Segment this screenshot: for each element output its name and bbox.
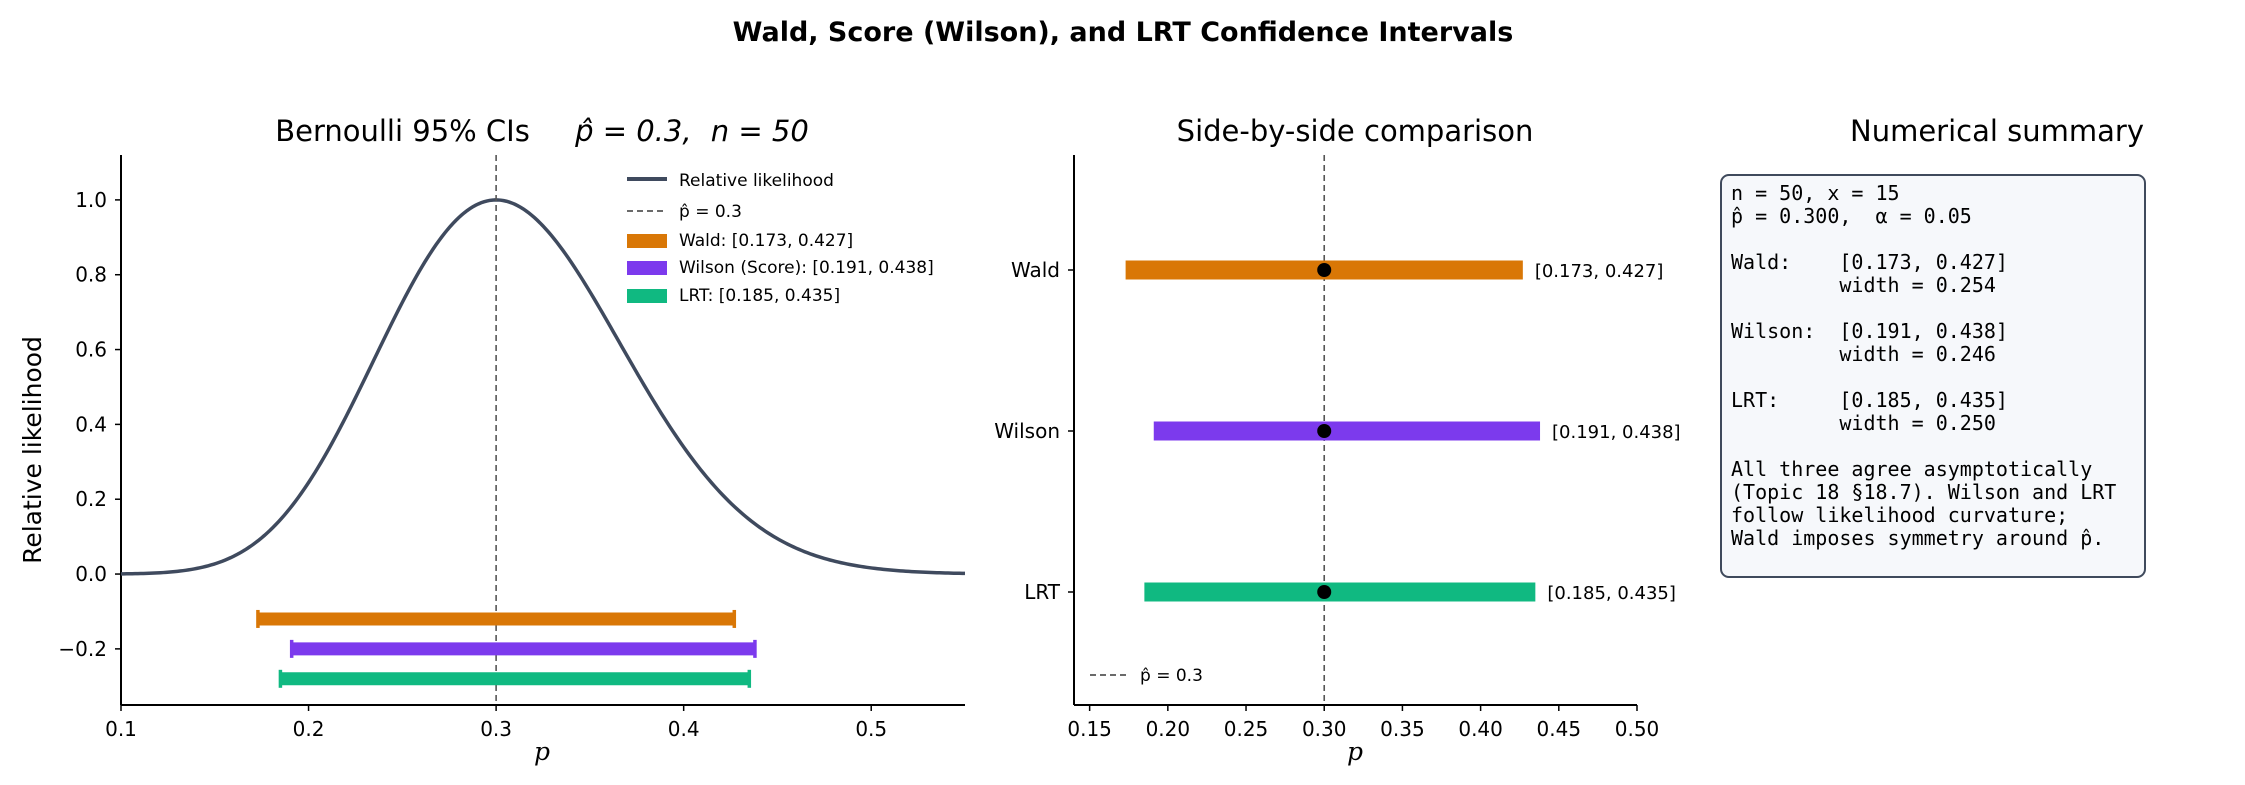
legend-lrt-swatch bbox=[627, 289, 667, 303]
left-y-tick-label: 0.4 bbox=[75, 412, 107, 436]
middle-plot-area: 0.15 0.20 0.25 0.30 0.35 0.40 0.45 0.50 Wald [0.1… bbox=[994, 155, 1681, 741]
summary-line: follow likelihood curvature; bbox=[1731, 503, 2069, 527]
summary-line bbox=[1731, 366, 2135, 389]
legend-lrt-label: LRT: [0.185, 0.435] bbox=[679, 286, 840, 306]
figure-suptitle: Wald, Score (Wilson), and LRT Confidence… bbox=[733, 17, 1514, 48]
middle-category-label: LRT bbox=[1024, 580, 1061, 604]
summary-line: n = 50, x = 15 bbox=[1731, 181, 1900, 205]
left-panel-title: Bernoulli 95% CIs p̂ = 0.3, n = 50 bbox=[275, 114, 809, 148]
left-y-tick-label: −0.2 bbox=[58, 637, 107, 661]
summary-line: width = 0.250 bbox=[1731, 411, 1996, 435]
middle-legend: p̂ = 0.3 bbox=[1090, 666, 1203, 686]
middle-panel-title: Side-by-side comparison bbox=[1177, 114, 1534, 148]
left-x-axis-label: p bbox=[534, 737, 550, 766]
summary-line: Wilson: [0.191, 0.438] bbox=[1731, 319, 2008, 343]
summary-line: (Topic 18 §18.7). Wilson and LRT bbox=[1731, 480, 2117, 504]
left-title-prefix: Bernoulli 95% CIs bbox=[275, 114, 530, 148]
left-legend: Relative likelihood p̂ = 0.3 Wald: [0.17… bbox=[627, 171, 934, 306]
summary-line: width = 0.246 bbox=[1731, 342, 1996, 366]
summary-line: LRT: [0.185, 0.435] bbox=[1731, 388, 2008, 412]
middle-panel: Side-by-side comparison 0.15 0.20 0.25 0.30… bbox=[994, 114, 1680, 766]
legend-wilson-label: Wilson (Score): [0.191, 0.438] bbox=[679, 258, 934, 278]
middle-x-tick-label: 0.30 bbox=[1302, 717, 1347, 741]
middle-x-axis-label: p bbox=[1347, 737, 1363, 766]
middle-point-estimate bbox=[1317, 263, 1332, 277]
summary-line: width = 0.254 bbox=[1731, 273, 1996, 297]
middle-category-label: Wilson bbox=[994, 419, 1060, 443]
left-y-tick-label: 1.0 bbox=[75, 188, 107, 212]
middle-interval-value-label: [0.185, 0.435] bbox=[1547, 583, 1676, 604]
legend-phat-label: p̂ = 0.3 bbox=[679, 202, 742, 222]
middle-x-tick-label: 0.15 bbox=[1067, 717, 1112, 741]
middle-x-tick-label: 0.20 bbox=[1146, 717, 1191, 741]
middle-x-tick-label: 0.40 bbox=[1458, 717, 1503, 741]
middle-x-tick-label: 0.45 bbox=[1537, 717, 1582, 741]
summary-line: Wald imposes symmetry around p̂. bbox=[1731, 526, 2105, 550]
middle-category-label: Wald bbox=[1011, 258, 1060, 282]
left-y-axis-label: Relative likelihood bbox=[18, 336, 47, 564]
summary-line: Wald: [0.173, 0.427] bbox=[1731, 250, 2008, 274]
middle-legend-phat-label: p̂ = 0.3 bbox=[1140, 666, 1203, 686]
left-y-tick-label: 0.0 bbox=[75, 562, 107, 586]
legend-wilson-swatch bbox=[627, 261, 667, 275]
legend-wald-swatch bbox=[627, 234, 667, 248]
legend-curve-label: Relative likelihood bbox=[679, 171, 834, 191]
middle-x-tick-label: 0.50 bbox=[1615, 717, 1660, 741]
summary-line bbox=[1731, 228, 2135, 251]
summary-line: p̂ = 0.300, α = 0.05 bbox=[1731, 204, 1972, 228]
middle-point-estimate bbox=[1317, 424, 1332, 438]
relative-likelihood-curve bbox=[120, 198, 966, 576]
left-x-tick-label: 0.2 bbox=[293, 717, 325, 741]
summary-line: All three agree asymptotically bbox=[1731, 457, 2093, 481]
summary-line bbox=[1731, 435, 2135, 458]
left-y-tick-label: 0.6 bbox=[75, 338, 107, 362]
middle-x-tick-label: 0.25 bbox=[1224, 717, 1269, 741]
left-x-tick-label: 0.4 bbox=[668, 717, 700, 741]
left-panel: Bernoulli 95% CIs p̂ = 0.3, n = 50 0.1 0.… bbox=[18, 114, 966, 766]
left-x-tick-label: 0.1 bbox=[105, 717, 137, 741]
legend-wald-label: Wald: [0.173, 0.427] bbox=[679, 231, 853, 251]
middle-interval-value-label: [0.191, 0.438] bbox=[1552, 422, 1681, 443]
numerical-summary-box: n = 50, x = 15 p̂ = 0.300, α = 0.05 Wald: … bbox=[1720, 174, 2146, 578]
left-title-phat: p̂ = 0.3, bbox=[574, 114, 691, 148]
left-plot-area: 0.1 0.2 0.3 0.4 0.5 −0.2 0.0 0.2 0.4 0.6 0.8 1.0 bbox=[58, 155, 966, 741]
left-y-tick-label: 0.8 bbox=[75, 263, 107, 287]
middle-interval-value-label: [0.173, 0.427] bbox=[1535, 261, 1664, 282]
left-y-tick-label: 0.2 bbox=[75, 487, 107, 511]
left-x-tick-label: 0.3 bbox=[480, 717, 512, 741]
left-x-tick-label: 0.5 bbox=[855, 717, 887, 741]
summary-line bbox=[1731, 297, 2135, 320]
middle-x-tick-label: 0.35 bbox=[1380, 717, 1425, 741]
left-title-n: n = 50 bbox=[711, 114, 809, 148]
middle-point-estimate bbox=[1317, 585, 1332, 599]
summary-title: Numerical summary bbox=[1850, 114, 2144, 148]
